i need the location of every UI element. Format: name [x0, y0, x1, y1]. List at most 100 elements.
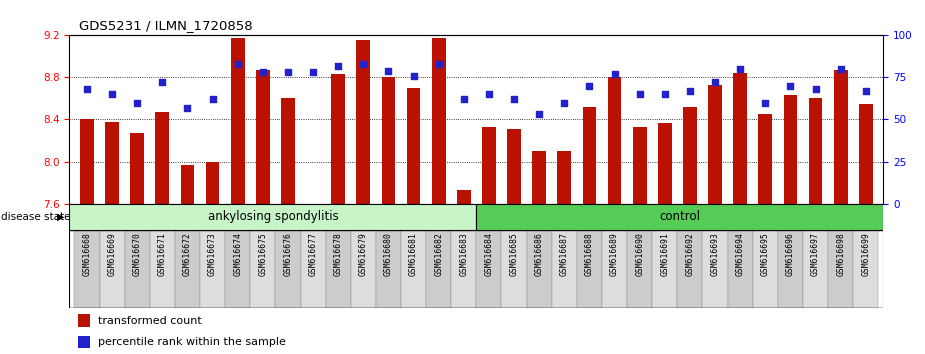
Text: percentile rank within the sample: percentile rank within the sample [98, 337, 286, 347]
Bar [100, 230, 125, 308]
Text: GSM616682: GSM616682 [434, 233, 443, 276]
Text: GSM616683: GSM616683 [460, 233, 468, 276]
Bar [709, 85, 722, 204]
Point [381, 68, 396, 74]
Bar [326, 230, 351, 308]
Point [482, 91, 497, 97]
Bar [758, 114, 772, 204]
Bar [482, 127, 496, 204]
Point [783, 83, 798, 89]
Bar [426, 230, 451, 308]
Bar [558, 151, 572, 204]
Point [406, 73, 421, 79]
Text: GSM616691: GSM616691 [660, 233, 670, 276]
Bar [276, 230, 301, 308]
Bar [526, 230, 551, 308]
Point [130, 100, 144, 105]
Point [507, 97, 522, 102]
Point [758, 100, 772, 105]
Bar [803, 230, 828, 308]
Bar [175, 230, 200, 308]
Point [105, 91, 119, 97]
Bar [105, 121, 119, 204]
Text: GSM616671: GSM616671 [158, 233, 166, 276]
Point [557, 100, 572, 105]
Point [456, 97, 471, 102]
Bar [501, 230, 526, 308]
Bar [683, 107, 697, 204]
Point [858, 88, 873, 94]
Point [833, 66, 848, 72]
Bar [476, 204, 883, 230]
Bar [808, 98, 822, 204]
Bar [205, 161, 219, 204]
Text: GSM616677: GSM616677 [309, 233, 317, 276]
Bar [608, 78, 622, 204]
Bar [859, 104, 872, 204]
Point [808, 86, 823, 92]
Bar [80, 119, 93, 204]
Bar [633, 127, 647, 204]
Point [431, 61, 446, 67]
Bar [507, 129, 521, 204]
Point [633, 91, 648, 97]
Bar [451, 230, 476, 308]
Text: ankylosing spondylitis: ankylosing spondylitis [207, 210, 339, 223]
Bar [602, 230, 627, 308]
Bar [130, 133, 144, 204]
Point [683, 88, 697, 94]
Bar [155, 112, 169, 204]
Text: GSM616676: GSM616676 [283, 233, 292, 276]
Bar [401, 230, 426, 308]
Point [733, 66, 747, 72]
Point [80, 86, 94, 92]
Bar [180, 165, 194, 204]
Text: GSM616685: GSM616685 [510, 233, 519, 276]
Bar [658, 122, 672, 204]
Bar [125, 230, 150, 308]
Bar [532, 151, 546, 204]
Bar [551, 230, 577, 308]
Bar [74, 230, 100, 308]
Bar [150, 230, 175, 308]
Point [708, 80, 722, 85]
Text: ▶: ▶ [57, 212, 65, 222]
Text: GSM616697: GSM616697 [811, 233, 820, 276]
Bar [778, 230, 803, 308]
Bar [69, 204, 476, 230]
Bar [783, 95, 797, 204]
Bar [627, 230, 652, 308]
Text: GSM616694: GSM616694 [735, 233, 745, 276]
Bar [407, 88, 421, 204]
Bar [78, 314, 90, 327]
Bar [200, 230, 225, 308]
Bar [225, 230, 251, 308]
Point [180, 105, 195, 110]
Bar [281, 98, 295, 204]
Text: GSM616678: GSM616678 [334, 233, 342, 276]
Text: GSM616687: GSM616687 [560, 233, 569, 276]
Point [305, 70, 320, 75]
Text: GSM616679: GSM616679 [359, 233, 368, 276]
Bar [256, 70, 270, 204]
Bar [702, 230, 728, 308]
Text: GSM616699: GSM616699 [861, 233, 870, 276]
Bar [853, 230, 879, 308]
Bar [833, 70, 847, 204]
Text: GSM616686: GSM616686 [535, 233, 544, 276]
Bar [351, 230, 376, 308]
Text: GSM616669: GSM616669 [107, 233, 117, 276]
Point [356, 61, 371, 67]
Text: GSM616696: GSM616696 [786, 233, 795, 276]
Text: GSM616695: GSM616695 [760, 233, 770, 276]
Text: GSM616680: GSM616680 [384, 233, 393, 276]
Text: GSM616693: GSM616693 [710, 233, 720, 276]
Bar [381, 78, 395, 204]
Text: GSM616692: GSM616692 [685, 233, 695, 276]
Point [154, 80, 169, 85]
Text: GSM616689: GSM616689 [610, 233, 619, 276]
Bar [251, 230, 276, 308]
Bar [356, 40, 370, 204]
Point [532, 112, 547, 117]
Bar [432, 38, 446, 204]
